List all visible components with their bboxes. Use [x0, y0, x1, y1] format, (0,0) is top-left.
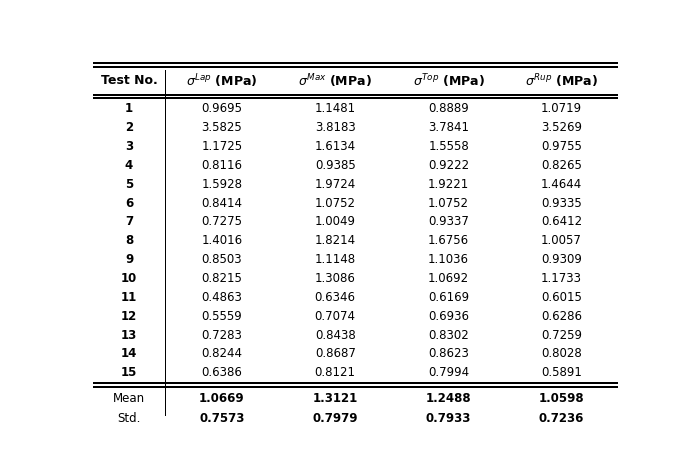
- Text: 1.0752: 1.0752: [315, 197, 356, 210]
- Text: 0.8244: 0.8244: [202, 347, 243, 361]
- Text: 9: 9: [125, 253, 133, 266]
- Text: 0.6386: 0.6386: [202, 366, 243, 379]
- Text: 1.9724: 1.9724: [315, 178, 356, 191]
- Text: 0.7275: 0.7275: [202, 215, 243, 228]
- Text: 1.1148: 1.1148: [315, 253, 356, 266]
- Text: 1.0692: 1.0692: [428, 272, 469, 285]
- Text: 14: 14: [121, 347, 137, 361]
- Text: 5: 5: [125, 178, 133, 191]
- Text: 0.4863: 0.4863: [202, 291, 243, 304]
- Text: 1.0752: 1.0752: [428, 197, 469, 210]
- Bar: [93, 62, 617, 64]
- Text: 1.5928: 1.5928: [202, 178, 243, 191]
- Bar: [165, 70, 166, 435]
- Text: 0.8028: 0.8028: [541, 347, 581, 361]
- Text: 1.0719: 1.0719: [541, 102, 582, 115]
- Text: 1.0669: 1.0669: [199, 392, 245, 404]
- Text: $\sigma^{Top}$ (MPa): $\sigma^{Top}$ (MPa): [412, 72, 484, 90]
- Text: 0.8215: 0.8215: [202, 272, 243, 285]
- Text: 3.8183: 3.8183: [315, 121, 356, 134]
- Text: 0.8889: 0.8889: [428, 102, 469, 115]
- Text: 3.5825: 3.5825: [202, 121, 243, 134]
- Text: 0.8623: 0.8623: [428, 347, 469, 361]
- Text: 13: 13: [121, 329, 137, 342]
- Text: 0.6015: 0.6015: [541, 291, 582, 304]
- Text: 6: 6: [125, 197, 133, 210]
- Text: 0.6936: 0.6936: [428, 310, 469, 323]
- Text: 1.0049: 1.0049: [315, 215, 356, 228]
- Text: 3.7841: 3.7841: [428, 121, 469, 134]
- Text: Mean: Mean: [113, 392, 145, 404]
- Bar: [93, 65, 617, 68]
- Text: 1.1481: 1.1481: [315, 102, 356, 115]
- Text: 15: 15: [121, 366, 137, 379]
- Text: 1.3121: 1.3121: [313, 392, 358, 404]
- Text: 1: 1: [125, 102, 133, 115]
- Text: Test No.: Test No.: [100, 74, 157, 87]
- Text: 2: 2: [125, 121, 133, 134]
- Text: 0.9335: 0.9335: [541, 197, 581, 210]
- Text: 0.9755: 0.9755: [541, 140, 582, 153]
- Text: 12: 12: [121, 310, 137, 323]
- Bar: [93, 386, 617, 388]
- Text: 0.6286: 0.6286: [541, 310, 582, 323]
- Text: 0.7979: 0.7979: [313, 412, 358, 425]
- Text: 0.8121: 0.8121: [315, 366, 356, 379]
- Text: 0.9309: 0.9309: [541, 253, 582, 266]
- Bar: [93, 382, 617, 384]
- Bar: [93, 94, 617, 96]
- Text: 7: 7: [125, 215, 133, 228]
- Text: 1.0598: 1.0598: [538, 392, 584, 404]
- Bar: [93, 432, 617, 435]
- Text: 0.6169: 0.6169: [428, 291, 469, 304]
- Text: 1.8214: 1.8214: [315, 234, 356, 248]
- Text: 0.8116: 0.8116: [202, 159, 243, 172]
- Text: 1.6134: 1.6134: [315, 140, 356, 153]
- Text: 0.8414: 0.8414: [202, 197, 243, 210]
- Text: 4: 4: [125, 159, 133, 172]
- Text: 0.7236: 0.7236: [538, 412, 584, 425]
- Text: 0.8687: 0.8687: [315, 347, 356, 361]
- Text: 10: 10: [121, 272, 137, 285]
- Text: 1.2488: 1.2488: [426, 392, 471, 404]
- Text: 0.6346: 0.6346: [315, 291, 356, 304]
- Text: 0.5891: 0.5891: [541, 366, 582, 379]
- Text: Std.: Std.: [117, 412, 141, 425]
- Text: 0.5559: 0.5559: [202, 310, 243, 323]
- Text: 3.5269: 3.5269: [541, 121, 582, 134]
- Text: 0.7283: 0.7283: [202, 329, 243, 342]
- Text: 1.9221: 1.9221: [428, 178, 469, 191]
- Text: 0.8438: 0.8438: [315, 329, 356, 342]
- Text: $\sigma^{Rup}$ (MPa): $\sigma^{Rup}$ (MPa): [525, 72, 598, 90]
- Text: 3: 3: [125, 140, 133, 153]
- Text: 1.4016: 1.4016: [202, 234, 243, 248]
- Text: 0.7573: 0.7573: [199, 412, 245, 425]
- Text: 0.7994: 0.7994: [428, 366, 469, 379]
- Text: 1.1725: 1.1725: [202, 140, 243, 153]
- Text: 0.9385: 0.9385: [315, 159, 356, 172]
- Text: 0.8503: 0.8503: [202, 253, 243, 266]
- Text: 0.8302: 0.8302: [428, 329, 469, 342]
- Text: 1.1733: 1.1733: [541, 272, 582, 285]
- Text: $\sigma^{Lap}$ (MPa): $\sigma^{Lap}$ (MPa): [186, 72, 258, 90]
- Text: 0.7259: 0.7259: [541, 329, 582, 342]
- Text: 1.4644: 1.4644: [541, 178, 582, 191]
- Text: 1.0057: 1.0057: [541, 234, 582, 248]
- Text: 0.9695: 0.9695: [202, 102, 243, 115]
- Text: 1.1036: 1.1036: [428, 253, 469, 266]
- Text: 1.5558: 1.5558: [428, 140, 469, 153]
- Bar: [93, 429, 617, 432]
- Text: 0.7074: 0.7074: [315, 310, 356, 323]
- Text: 8: 8: [125, 234, 133, 248]
- Text: 0.9222: 0.9222: [428, 159, 469, 172]
- Bar: [93, 97, 617, 99]
- Text: $\sigma^{Max}$ (MPa): $\sigma^{Max}$ (MPa): [298, 72, 372, 90]
- Text: 0.9337: 0.9337: [428, 215, 469, 228]
- Text: 11: 11: [121, 291, 137, 304]
- Text: 0.6412: 0.6412: [541, 215, 582, 228]
- Text: 1.3086: 1.3086: [315, 272, 356, 285]
- Text: 0.8265: 0.8265: [541, 159, 582, 172]
- Text: 0.7933: 0.7933: [426, 412, 471, 425]
- Text: 1.6756: 1.6756: [428, 234, 469, 248]
